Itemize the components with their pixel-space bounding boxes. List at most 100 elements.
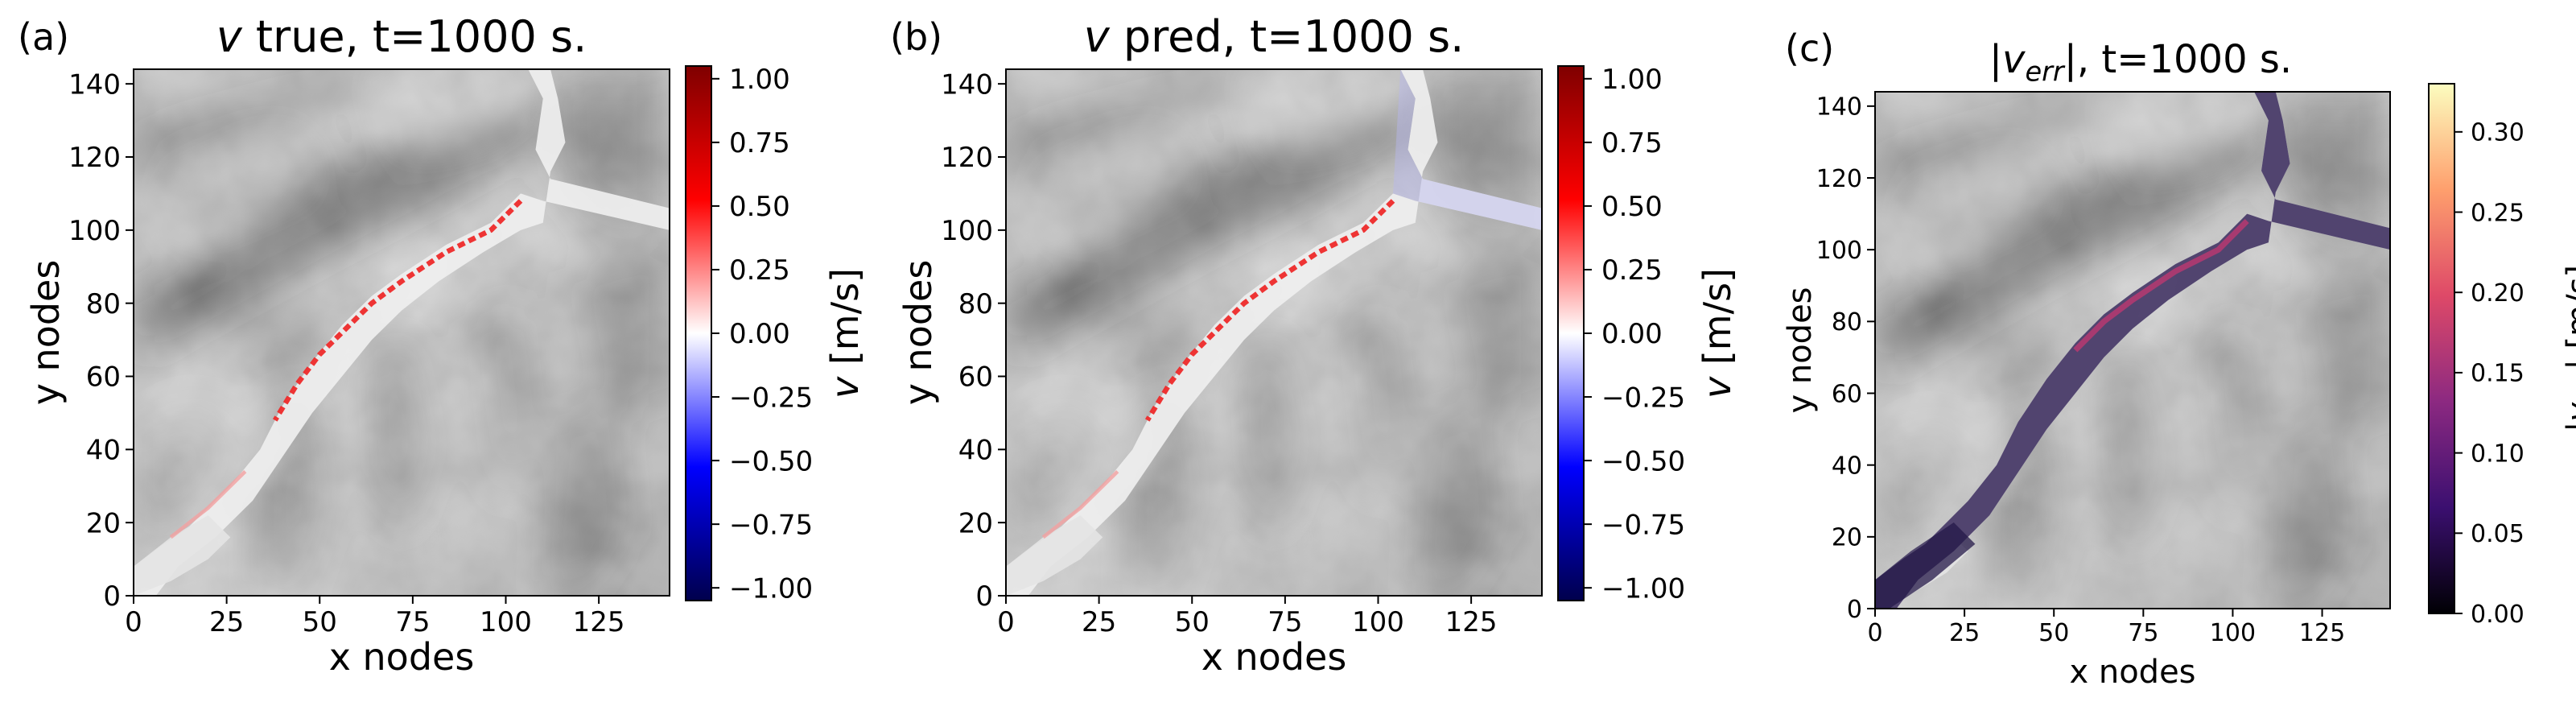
velocity-negative-band (1393, 69, 1542, 230)
y-tick-label: 60 (86, 361, 121, 394)
x-tick-label: 100 (1352, 606, 1404, 638)
y-tick-label: 140 (1816, 93, 1862, 122)
colorbar (1557, 65, 1585, 601)
colorbar-tick-label: 0.75 (729, 127, 790, 159)
y-tick-label: 120 (68, 142, 121, 174)
colorbar (685, 65, 712, 601)
chart-title: v true, t=1000 s. (216, 11, 587, 62)
y-tick-label: 60 (1832, 380, 1862, 408)
colorbar-tick-label: −1.00 (1601, 572, 1685, 605)
chart-title: |verr|, t=1000 s. (1989, 37, 2292, 88)
panels: 0 25 50 75 100 125 0 20 40 60 80 100 120 140 x nodes y … (18, 11, 2576, 691)
x-tick-label: 125 (573, 606, 625, 638)
x-tick-label: 50 (303, 606, 337, 638)
velocity-front-positive (1144, 199, 1395, 422)
colorbar-tick-label: 0.00 (729, 318, 790, 350)
colorbar-tick-label: 0.05 (2471, 520, 2524, 548)
y-tick-label: 120 (1816, 165, 1862, 193)
x-tick-label: 100 (480, 606, 532, 638)
y-tick-label: 20 (86, 507, 121, 539)
y-tick-label: 100 (68, 215, 121, 247)
colorbar-tick-label: 0.10 (2471, 440, 2524, 468)
y-tick-label: 40 (1832, 452, 1862, 480)
panel-2: 0 25 50 75 100 125 0 20 40 60 80 100 120 140 x nodes y … (890, 11, 1739, 679)
x-tick-label: 125 (2299, 619, 2345, 647)
flow-field-overlay (1041, 69, 1542, 539)
colorbar-tick-label: 0.00 (1601, 318, 1663, 350)
colorbar-tick-label: 0.50 (1601, 191, 1663, 223)
y-axis-label: y nodes (1782, 287, 1819, 413)
x-tick-label: 25 (1082, 606, 1116, 638)
y-tick-label: 20 (1832, 524, 1862, 552)
colorbar-tick-label: 0.20 (2471, 279, 2524, 308)
axes-frame (133, 68, 670, 597)
error-hotspot (2073, 218, 2249, 353)
colorbar-tick-label: 1.00 (729, 64, 790, 96)
x-tick-label: 50 (2038, 619, 2069, 647)
y-tick-label: 0 (975, 580, 993, 613)
panel-3: 0 25 50 75 100 125 0 20 40 60 80 100 120 140 x nodes y … (1782, 27, 2576, 691)
velocity-front-weak (169, 469, 247, 539)
y-tick-label: 80 (1832, 308, 1862, 337)
y-axis-label: y nodes (24, 260, 68, 406)
x-tick-label: 0 (1867, 619, 1882, 647)
colorbar-tick-label: 0.00 (2471, 601, 2524, 629)
y-tick-label: 0 (1847, 596, 1862, 624)
colorbar-tick-label: −0.25 (729, 382, 813, 414)
x-tick-label: 75 (2128, 619, 2158, 647)
y-tick-label: 80 (86, 288, 121, 320)
x-tick-label: 25 (1949, 619, 1980, 647)
x-axis-label: x nodes (2069, 654, 2195, 691)
x-tick-label: 0 (125, 606, 142, 638)
panel-label: (b) (890, 15, 942, 59)
colorbar-tick-label: −0.25 (1601, 382, 1685, 414)
colorbar-tick-label: −0.50 (729, 445, 813, 477)
colorbar-tick-label: 0.50 (729, 191, 790, 223)
x-tick-label: 75 (395, 606, 430, 638)
y-tick-label: 60 (958, 361, 993, 394)
colorbar-tick-label: 0.25 (729, 254, 790, 287)
x-axis-label: x nodes (1201, 635, 1347, 679)
y-tick-label: 80 (958, 288, 993, 320)
y-tick-label: 140 (68, 68, 121, 101)
flow-field-overlay (1875, 92, 2390, 609)
x-tick-label: 50 (1175, 606, 1210, 638)
velocity-front-positive (272, 199, 523, 422)
colorbar-tick-label: 0.25 (1601, 254, 1663, 287)
y-tick-label: 40 (958, 435, 993, 467)
error-band (1875, 92, 2390, 609)
x-tick-label: 0 (997, 606, 1015, 638)
y-tick-label: 100 (1816, 237, 1862, 265)
axes-frame (1874, 91, 2391, 609)
x-axis-label: x nodes (329, 635, 475, 679)
colorbar-tick-label: −0.75 (729, 509, 813, 541)
y-tick-label: 100 (941, 215, 993, 247)
flow-field-overlay (169, 199, 523, 539)
colorbar-label: |verr| [m/s] (2561, 265, 2576, 432)
x-tick-label: 125 (1445, 606, 1498, 638)
colorbar-label: v [m/s] (1696, 268, 1739, 398)
panel-label: (c) (1785, 27, 1834, 70)
velocity-front-weak (1041, 469, 1119, 539)
y-tick-label: 120 (941, 142, 993, 174)
y-tick-label: 0 (103, 580, 121, 613)
colorbar-tick-label: 1.00 (1601, 64, 1663, 96)
chart-title: v pred, t=1000 s. (1084, 11, 1465, 62)
terrain-hillshade-image (1006, 69, 1542, 596)
y-axis-label: y nodes (896, 260, 940, 406)
panel-label: (a) (18, 15, 69, 59)
colorbar-tick-label: −0.75 (1601, 509, 1685, 541)
panel-1: 0 25 50 75 100 125 0 20 40 60 80 100 120 140 x nodes y … (18, 11, 867, 679)
colorbar (2428, 83, 2455, 614)
colorbar-tick-label: −1.00 (729, 572, 813, 605)
colorbar-tick-label: 0.15 (2471, 360, 2524, 388)
colorbar-tick-label: 0.25 (2471, 199, 2524, 227)
colorbar-tick-label: 0.75 (1601, 127, 1663, 159)
terrain-hillshade-image (134, 69, 670, 596)
y-tick-label: 20 (958, 507, 993, 539)
y-tick-label: 140 (941, 68, 993, 101)
colorbar-tick-label: −0.50 (1601, 445, 1685, 477)
x-tick-label: 25 (209, 606, 244, 638)
